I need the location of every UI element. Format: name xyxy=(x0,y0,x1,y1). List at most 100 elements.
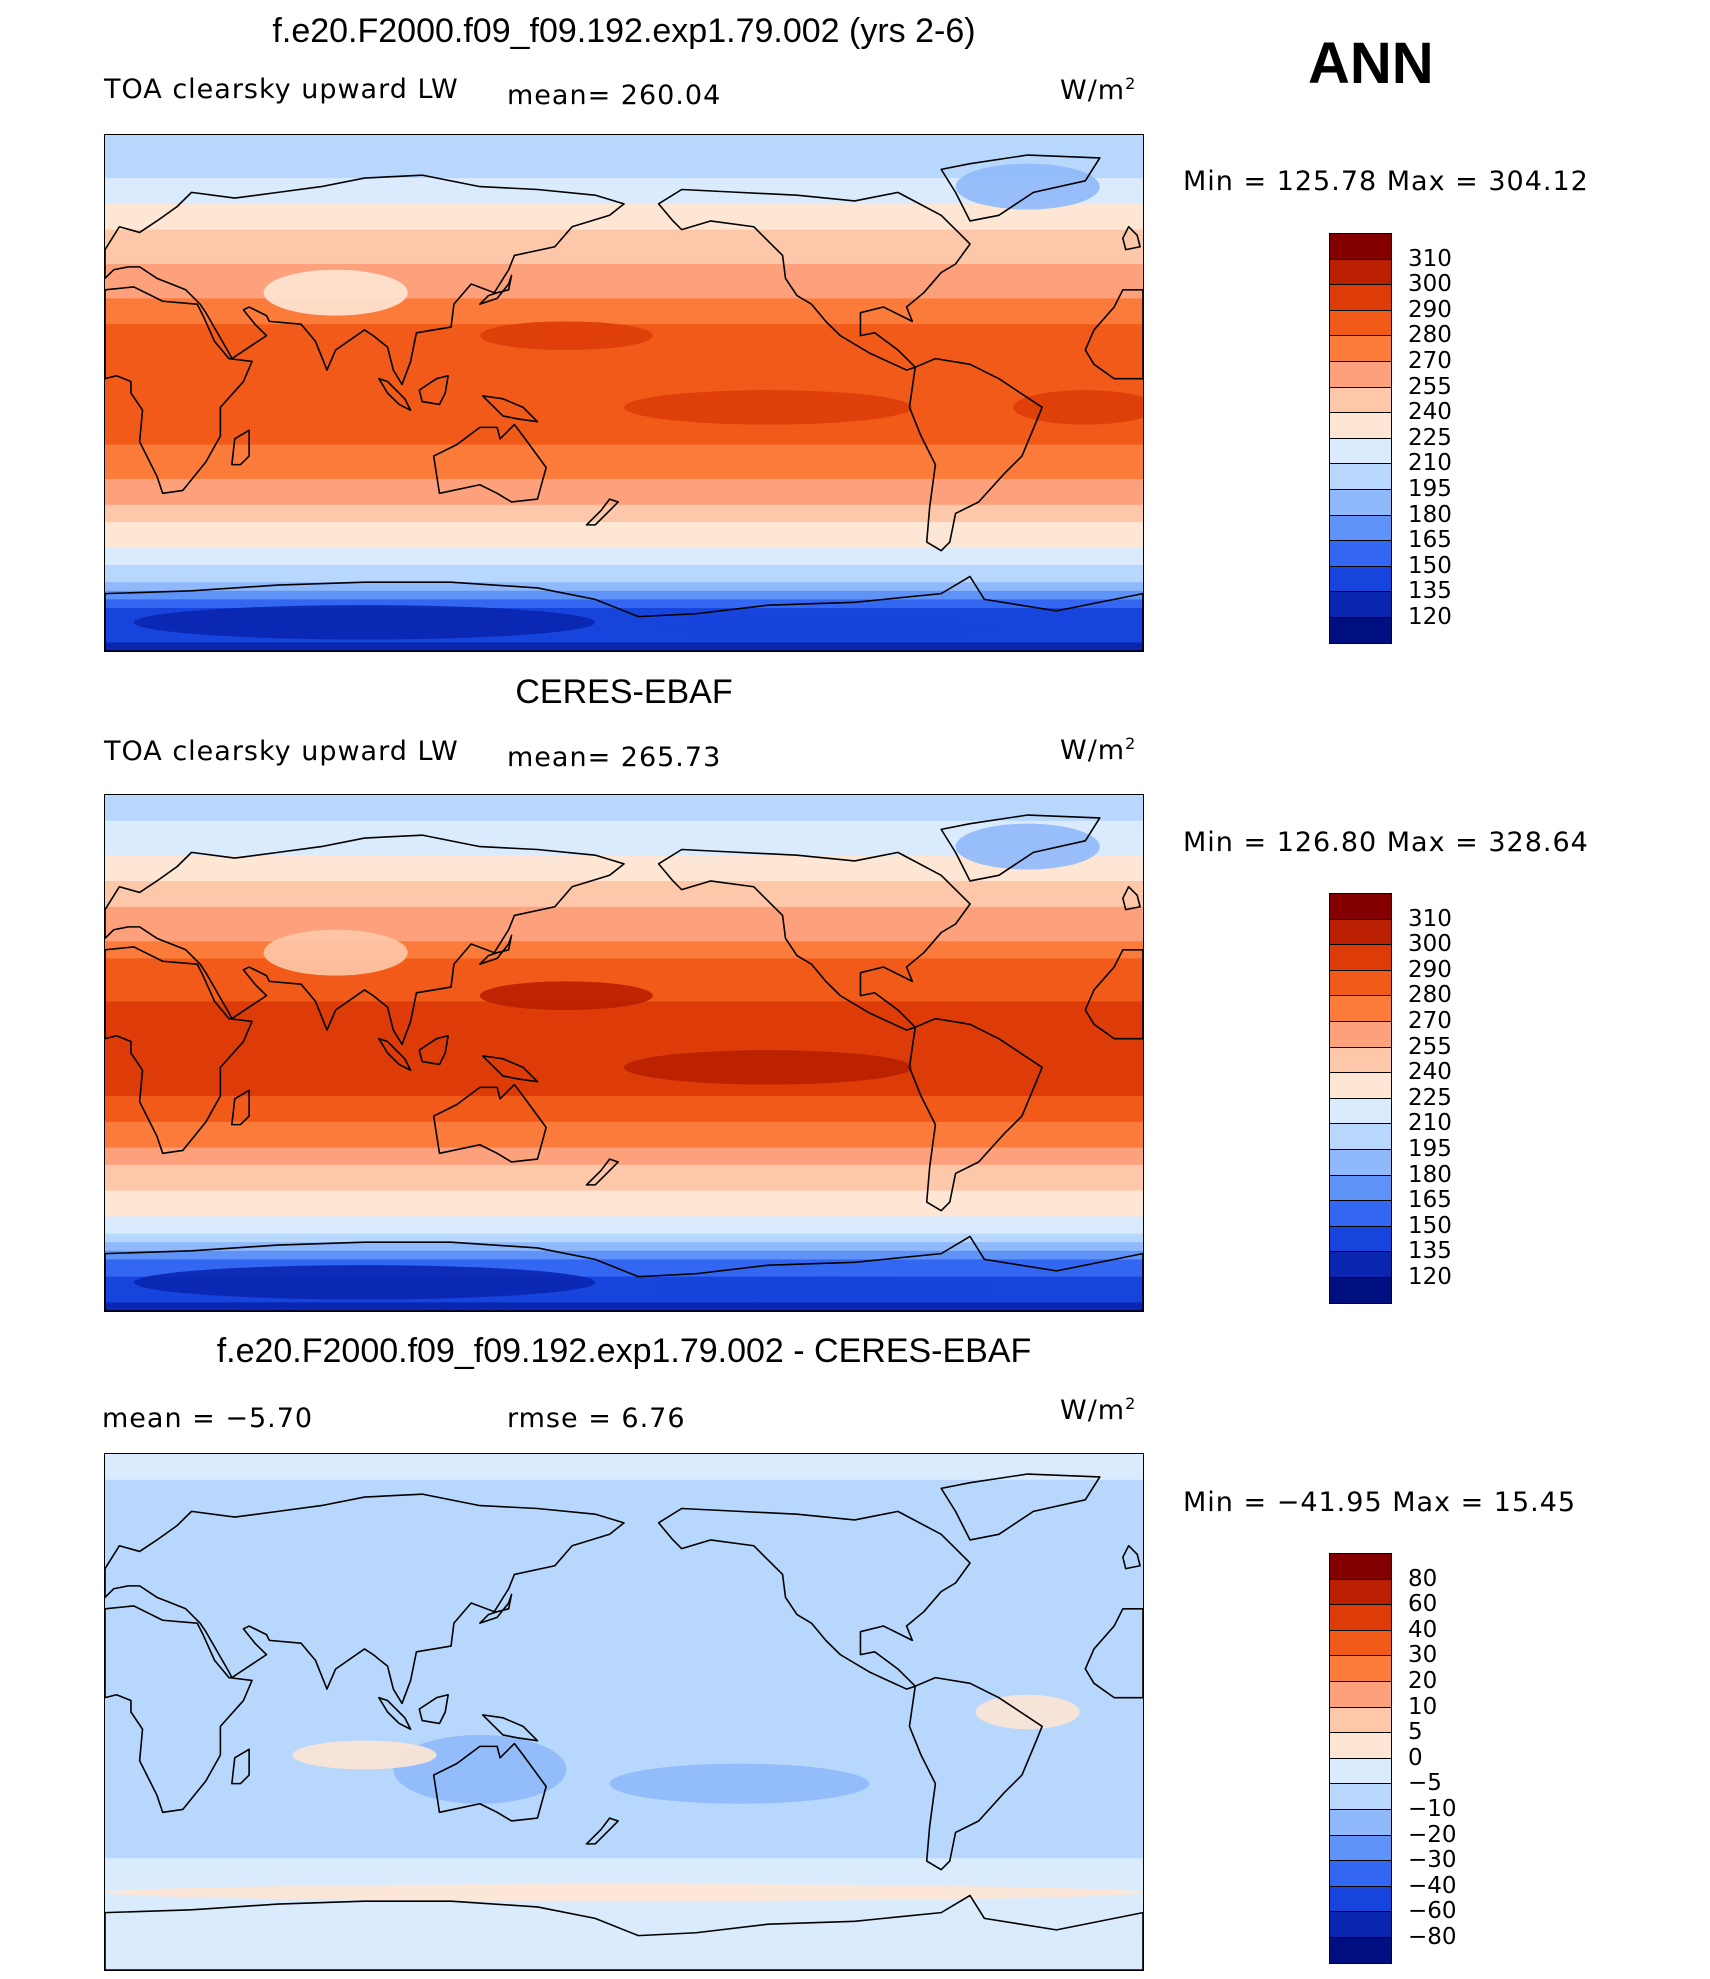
colorbar-swatch xyxy=(1329,284,1392,310)
contour-band xyxy=(105,863,1143,873)
contour-band xyxy=(105,229,1143,239)
contour-band xyxy=(105,1841,1143,1851)
panel-2-variable-label: TOA clearsky upward LW xyxy=(104,736,459,767)
colorbar-swatch xyxy=(1329,1860,1392,1886)
colorbar-swatch xyxy=(1329,1200,1392,1226)
colorbar-swatch xyxy=(1329,437,1392,464)
contour-band xyxy=(105,1866,1143,1876)
contour-band xyxy=(105,1027,1143,1037)
contour-band xyxy=(105,608,1143,618)
contour-band xyxy=(105,1815,1143,1825)
coastline-greenland xyxy=(940,154,1101,222)
coastline-borneo xyxy=(418,374,449,406)
panel-3-map-svg xyxy=(105,1454,1143,1970)
contour-band xyxy=(105,453,1143,463)
contour-band xyxy=(105,272,1143,282)
contour-band xyxy=(105,1479,1143,1489)
panel-3-mean-label: mean = −5.70 xyxy=(102,1403,314,1434)
colorbar-swatch xyxy=(1329,1655,1392,1681)
coastline-madagascar xyxy=(231,429,250,466)
contour-band xyxy=(105,1225,1143,1235)
contour-patch xyxy=(975,1694,1080,1730)
contour-band xyxy=(105,160,1143,170)
coastline-africa xyxy=(105,1605,253,1814)
colorbar-tick-label: 225 xyxy=(1408,1084,1452,1111)
colorbar-swatch xyxy=(1329,995,1392,1021)
coastline-japan xyxy=(479,1593,513,1624)
contour-band xyxy=(105,1302,1143,1311)
colorbar-swatch xyxy=(1329,233,1392,259)
contour-band xyxy=(105,152,1143,162)
coastline-britain xyxy=(1122,1544,1141,1570)
contour-band xyxy=(105,1643,1143,1653)
contour-band xyxy=(105,539,1143,549)
contour-band xyxy=(105,846,1143,856)
coastline-sumatra xyxy=(378,377,412,412)
contour-band xyxy=(105,1737,1143,1747)
contour-band xyxy=(105,212,1143,222)
contour-band xyxy=(105,547,1143,557)
contour-band xyxy=(105,1858,1143,1868)
colorbar-tick-label: 40 xyxy=(1408,1616,1438,1643)
colorbar-tick-label: 120 xyxy=(1408,604,1452,630)
contour-band xyxy=(105,135,1143,145)
colorbar-tick-label: 255 xyxy=(1408,1033,1452,1060)
contour-patch xyxy=(479,981,653,1010)
contour-band xyxy=(105,958,1143,968)
colorbar-swatch xyxy=(1329,1911,1392,1937)
coastline-borneo xyxy=(418,1034,449,1066)
panel-3-map xyxy=(104,1453,1144,1971)
contour-band xyxy=(105,401,1143,411)
colorbar-tick-label: 280 xyxy=(1408,322,1452,349)
panel-2-mean-label: mean= 265.73 xyxy=(507,742,722,773)
coastline-madagascar xyxy=(231,1748,250,1785)
contour-band xyxy=(105,1096,1143,1106)
contour-band xyxy=(105,461,1143,471)
contour-patch xyxy=(133,1265,596,1300)
contour-patch xyxy=(393,1734,567,1804)
contour-band xyxy=(105,1591,1143,1601)
contour-band xyxy=(105,1712,1143,1722)
panel-2-title: CERES-EBAF xyxy=(515,673,733,711)
coastline-australia xyxy=(432,1083,547,1163)
panel-2-units: W/m2 xyxy=(1060,734,1137,766)
colorbar-tick-label: 150 xyxy=(1408,552,1452,579)
panel-1-variable-label: TOA clearsky upward LW xyxy=(104,74,459,105)
colorbar-tick-label: 210 xyxy=(1408,450,1452,477)
contour-band xyxy=(105,1548,1143,1558)
colorbar-swatch xyxy=(1329,1020,1392,1047)
panel-3-units: W/m2 xyxy=(1060,1394,1137,1426)
contour-patch xyxy=(624,1050,913,1085)
colorbar-swatch xyxy=(1329,412,1392,438)
season-label: ANN xyxy=(1308,31,1434,96)
coastline-new-zealand xyxy=(585,1817,620,1845)
contour-band xyxy=(105,1583,1143,1593)
colorbar-swatch xyxy=(1329,463,1392,489)
contour-band xyxy=(105,1285,1143,1295)
contour-band xyxy=(105,384,1143,394)
panel-3-minmax: Min = −41.95 Max = 15.45 xyxy=(1183,1487,1577,1518)
contour-band xyxy=(105,1746,1143,1756)
coastline-new-guinea xyxy=(481,395,539,423)
colorbar-swatch xyxy=(1329,1148,1392,1175)
contour-band xyxy=(105,1875,1143,1885)
colorbar-tick-label: 255 xyxy=(1408,373,1452,400)
colorbar-tick-label: 180 xyxy=(1408,1161,1452,1188)
contour-band xyxy=(105,255,1143,265)
contour-patch xyxy=(955,823,1100,870)
contour-band xyxy=(105,642,1143,651)
contour-band xyxy=(105,504,1143,514)
colorbar-swatch xyxy=(1329,591,1392,617)
contour-patch xyxy=(105,1884,1143,1902)
colorbar-tick-label: 195 xyxy=(1408,1136,1452,1162)
coastline-north-america xyxy=(657,188,971,371)
contour-band xyxy=(105,881,1143,891)
contour-band xyxy=(105,1944,1143,1954)
contour-band xyxy=(105,838,1143,848)
coastline-africa xyxy=(105,946,253,1155)
contour-band xyxy=(105,1686,1143,1696)
colorbar-swatch xyxy=(1329,540,1392,566)
colorbar-tick-label: 165 xyxy=(1408,1187,1452,1214)
coastline-sumatra xyxy=(378,1037,412,1072)
contour-band xyxy=(105,1651,1143,1661)
